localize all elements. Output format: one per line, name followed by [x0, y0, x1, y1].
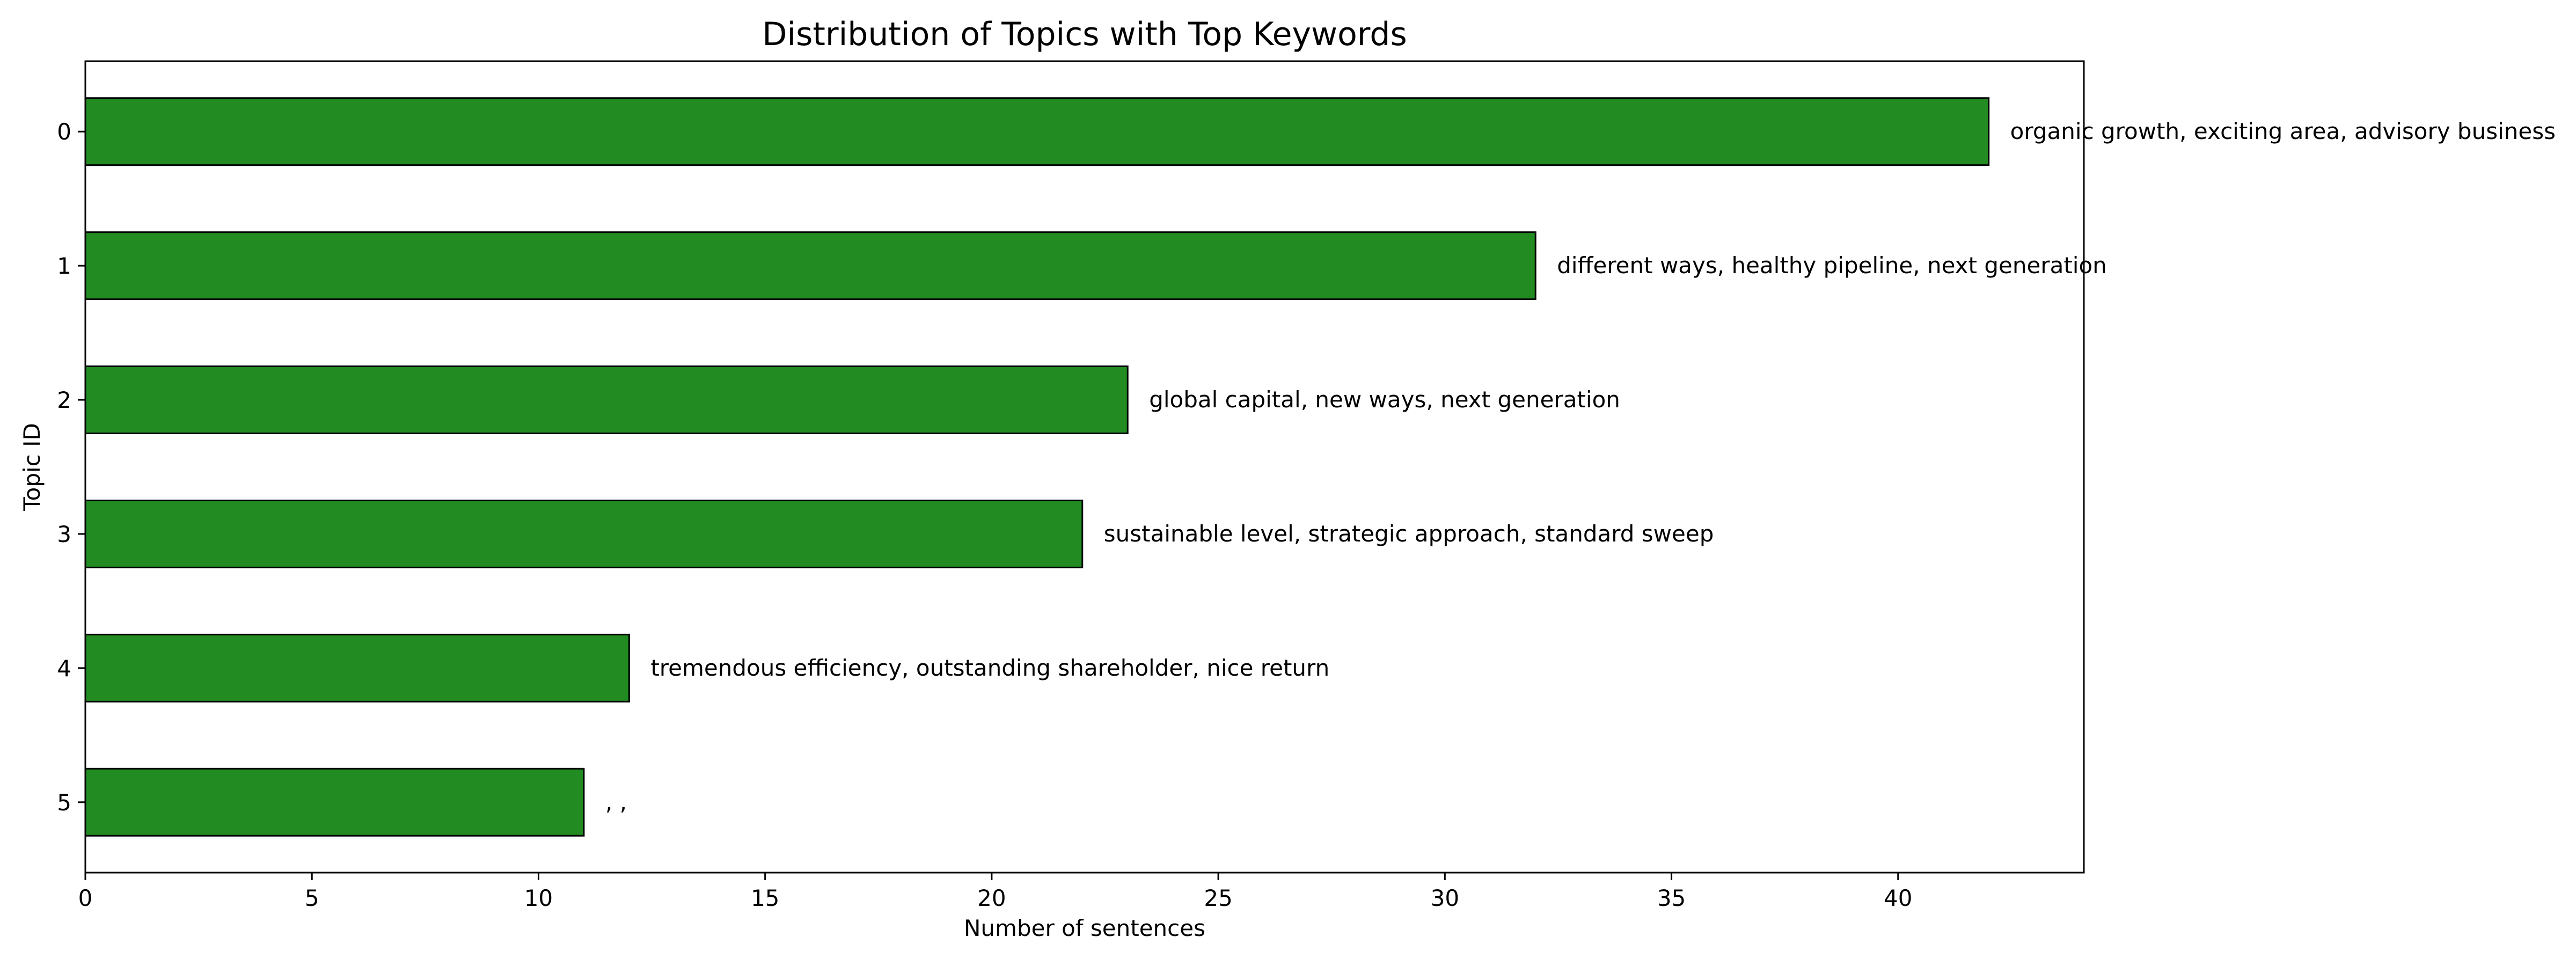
y-tick-label: 2 [57, 387, 71, 413]
x-axis: 0 5 10 15 20 25 30 35 40 [78, 873, 1913, 911]
y-tick-label: 4 [57, 655, 71, 682]
bar-topic-5 [84, 767, 585, 837]
chart-title: Distribution of Topics with Top Keywords [762, 16, 1407, 53]
x-axis-label: Number of sentences [964, 915, 1205, 941]
bar-keyword-label: organic growth, exciting area, advisory … [2010, 118, 2556, 144]
bar-labels: organic growth, exciting area, advisory … [605, 118, 2556, 815]
x-tick-label: 5 [305, 885, 319, 911]
y-tick-label: 5 [57, 789, 71, 816]
y-tick-label: 1 [57, 253, 71, 279]
bar-topic-2 [84, 365, 1129, 435]
bar-topic-1 [84, 231, 1536, 301]
x-tick-label: 10 [524, 885, 553, 911]
y-axis: 0 1 2 3 4 5 [57, 119, 85, 816]
bar-keyword-label: tremendous efficiency, outstanding share… [650, 655, 1329, 681]
y-tick-label: 0 [57, 119, 71, 145]
x-tick-label: 20 [977, 885, 1006, 911]
bars [84, 97, 1990, 837]
x-tick-label: 40 [1884, 885, 1912, 911]
bar-keyword-label: global capital, new ways, next generatio… [1149, 386, 1620, 413]
x-tick-label: 15 [751, 885, 779, 911]
y-axis-label: Topic ID [19, 423, 45, 511]
x-tick-label: 35 [1657, 885, 1686, 911]
x-tick-label: 0 [78, 885, 93, 911]
bar-topic-3 [84, 499, 1084, 568]
bar-keyword-label: sustainable level, strategic approach, s… [1104, 521, 1714, 547]
bar-topic-4 [84, 633, 630, 702]
x-tick-label: 30 [1431, 885, 1459, 911]
y-tick-label: 3 [57, 521, 71, 547]
x-tick-label: 25 [1204, 885, 1232, 911]
bar-keyword-label: different ways, healthy pipeline, next g… [1557, 252, 2107, 279]
plot-area-frame [84, 60, 2085, 874]
bar-topic-0 [84, 97, 1990, 166]
bar-keyword-label: , , [605, 789, 627, 815]
